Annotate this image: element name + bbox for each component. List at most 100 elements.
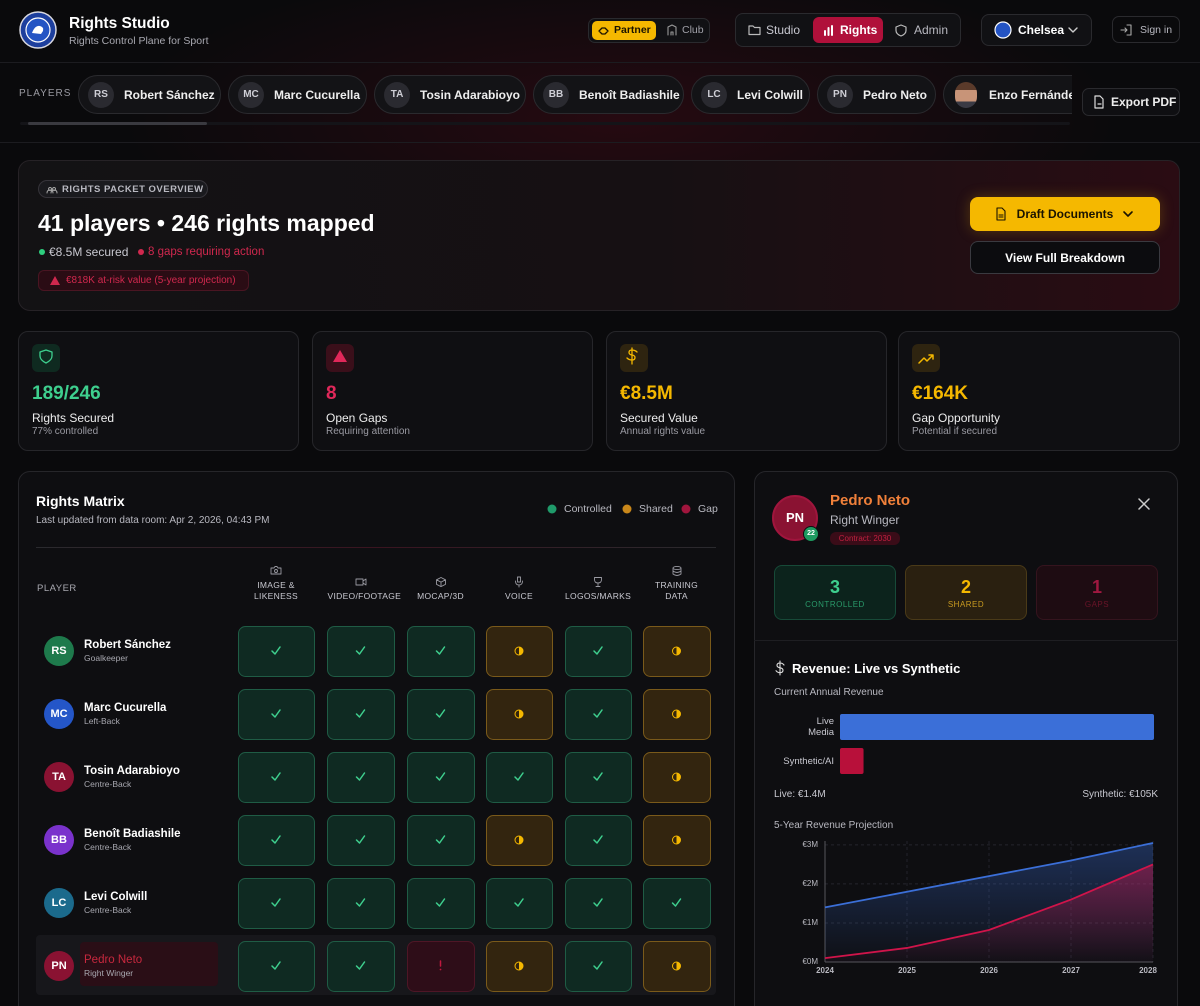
bar-category-label: Synthetic/AI bbox=[783, 755, 834, 767]
risk-badge bbox=[38, 270, 249, 291]
pill-initials: BB bbox=[548, 89, 564, 100]
row-name: Levi Colwill bbox=[84, 890, 148, 903]
count-box bbox=[774, 565, 896, 620]
nav-label: Rights bbox=[840, 23, 878, 37]
stat-card bbox=[606, 331, 887, 451]
count-box bbox=[1036, 565, 1158, 620]
row-avatar bbox=[44, 888, 74, 918]
row-initials: PN bbox=[51, 960, 67, 972]
stat-card bbox=[898, 331, 1180, 451]
stat-value: 8 bbox=[326, 383, 337, 404]
row-avatar bbox=[44, 699, 74, 729]
column-icon bbox=[270, 566, 282, 575]
column-label: LOGOS/MARKS bbox=[565, 591, 632, 601]
players-label: PLAYERS bbox=[19, 88, 72, 99]
mode-label: Partner bbox=[614, 23, 651, 36]
matrix-title: Rights Matrix bbox=[36, 493, 125, 509]
overview-badge-label: RIGHTS PACKET OVERVIEW bbox=[62, 183, 204, 195]
pill-name: Levi Colwill bbox=[737, 88, 804, 102]
stat-value: 189/246 bbox=[32, 383, 101, 404]
row-position: Centre-Back bbox=[84, 778, 132, 789]
stat-label: Open Gaps bbox=[326, 411, 388, 425]
stat-icon-box bbox=[326, 344, 354, 372]
count-label: SHARED bbox=[947, 600, 985, 609]
header-divider bbox=[0, 62, 1200, 63]
row-name: Benoît Badiashile bbox=[84, 827, 181, 840]
scroll-thumb bbox=[28, 122, 207, 125]
players-strip: RS Robert Sánchez MC Marc Cucurella TA Tosin … bbox=[75, 72, 1072, 118]
nav-label: Studio bbox=[766, 23, 801, 37]
column-label: MOCAP/3D bbox=[417, 591, 464, 601]
row-name: Robert Sánchez bbox=[84, 638, 171, 651]
breakdown-button[interactable] bbox=[970, 241, 1160, 274]
column-icon bbox=[435, 577, 446, 588]
count-value: 3 bbox=[829, 577, 840, 597]
column-icon bbox=[672, 565, 681, 576]
number-badge bbox=[803, 526, 819, 542]
mode-partner[interactable] bbox=[592, 21, 656, 40]
club-name: Chelsea bbox=[1018, 23, 1065, 37]
row-name: Tosin Adarabioyo bbox=[84, 764, 180, 777]
count-label: CONTROLLED bbox=[805, 600, 865, 609]
pill-name: Robert Sánchez bbox=[124, 88, 215, 102]
detail-initials: PN bbox=[785, 510, 805, 525]
column-icon-path bbox=[435, 577, 446, 588]
row-initials: LC bbox=[51, 897, 67, 909]
stat-sub: Requiring attention bbox=[326, 426, 410, 437]
contract-badge bbox=[830, 532, 900, 545]
count-value: 2 bbox=[960, 577, 971, 597]
detail-contract: Contract: 2030 bbox=[838, 533, 892, 543]
scroll-track bbox=[20, 122, 1070, 125]
column-label: VOICE bbox=[505, 591, 533, 601]
row-initials: MC bbox=[50, 708, 68, 720]
club-logo bbox=[19, 11, 57, 49]
x-tick-label: 2024 bbox=[816, 966, 834, 975]
overview-headline: 41 players • 246 rights mapped bbox=[38, 210, 375, 236]
stat-icon-box bbox=[912, 344, 940, 372]
column-header: IMAGE & LIKENESS bbox=[236, 562, 316, 602]
app-subtitle: Rights Control Plane for Sport bbox=[69, 34, 209, 47]
pill-initials: MC bbox=[243, 89, 259, 100]
detail-divider bbox=[754, 640, 1178, 641]
mode-label: Club bbox=[682, 23, 704, 36]
stat-sub: Annual rights value bbox=[620, 426, 706, 437]
column-icon-path bbox=[515, 576, 523, 588]
stat-label: Secured Value bbox=[620, 411, 698, 425]
column-icon bbox=[355, 578, 366, 586]
line-chart-title: 5-Year Revenue Projection bbox=[774, 820, 894, 831]
pill-name: Enzo Fernández bbox=[989, 88, 1072, 102]
pill-avatar bbox=[701, 82, 727, 108]
players-divider bbox=[0, 142, 1200, 143]
sign-in-label: Sign in bbox=[1140, 23, 1173, 36]
stat-label: Rights Secured bbox=[32, 411, 115, 425]
column-icon-path bbox=[594, 577, 602, 587]
pill-initials: RS bbox=[94, 89, 108, 100]
pill-name: Marc Cucurella bbox=[274, 88, 361, 102]
row-initials: BB bbox=[51, 834, 67, 846]
stat-icon-box bbox=[32, 344, 60, 372]
row-avatar bbox=[44, 636, 74, 666]
stat-card bbox=[18, 331, 299, 451]
row-position: Centre-Back bbox=[84, 841, 132, 852]
secured-label: €8.5M secured bbox=[49, 245, 129, 259]
pill-avatar bbox=[543, 82, 569, 108]
overview-badge bbox=[38, 180, 208, 198]
sign-in-button[interactable] bbox=[1112, 16, 1180, 43]
club-logo-inner bbox=[25, 17, 51, 43]
gaps-label: 8 gaps requiring action bbox=[148, 245, 265, 258]
column-label: TRAINING DATA bbox=[654, 580, 698, 601]
detail-number: 22 bbox=[807, 530, 815, 537]
count-label: GAPS bbox=[1084, 600, 1110, 609]
stat-icon-box bbox=[620, 344, 648, 372]
column-header: VOICE bbox=[479, 562, 559, 602]
bar-value-label: Synthetic: €105K bbox=[1082, 789, 1158, 800]
legend-label: Gap bbox=[698, 502, 718, 515]
row-position: Right Winger bbox=[84, 967, 134, 978]
legend-label: Controlled bbox=[564, 502, 612, 515]
bar-category-label: Live Media bbox=[808, 716, 834, 738]
x-tick-label: 2028 bbox=[1139, 966, 1157, 975]
detail-position: Right Winger bbox=[830, 513, 900, 527]
bar-value-label: Live: €1.4M bbox=[774, 789, 826, 800]
pill-avatar bbox=[384, 82, 410, 108]
